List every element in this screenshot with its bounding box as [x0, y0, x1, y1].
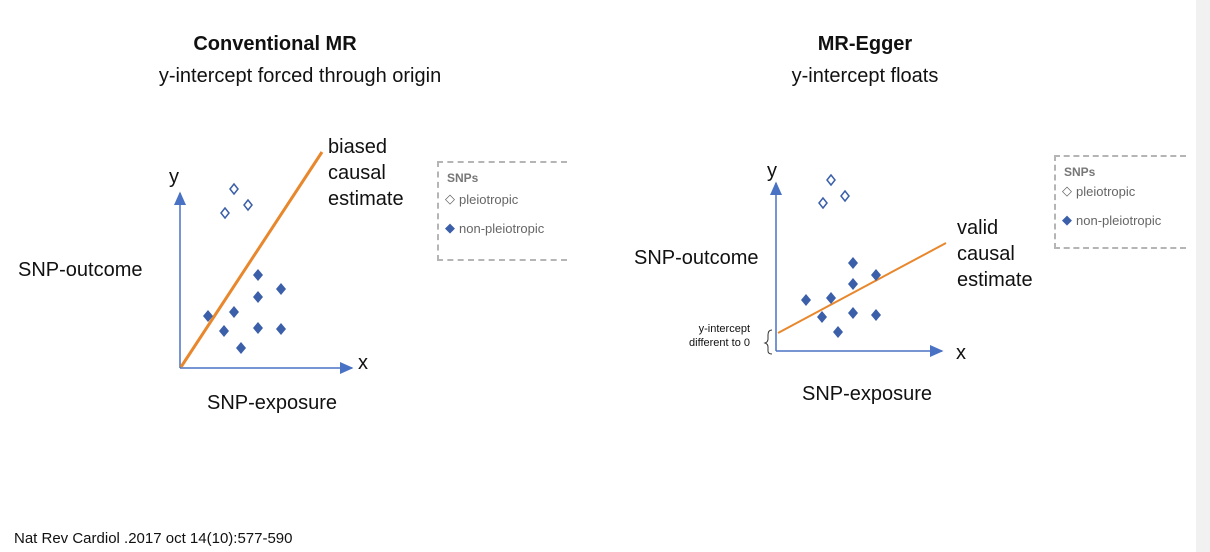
- left-point-filled: [253, 322, 263, 334]
- left-point-filled: [276, 283, 286, 295]
- right-point-filled: [826, 292, 836, 304]
- left-subtitle: y-intercept forced through origin: [158, 65, 442, 87]
- left-point-filled: [276, 323, 286, 335]
- filled-diamond-icon: ◆: [445, 220, 455, 235]
- left-non-pleiotropic-points: [203, 269, 286, 354]
- legend-header: SNPs: [1064, 165, 1096, 179]
- citation: Nat Rev Cardiol .2017 oct 14(10):577-590: [14, 530, 293, 547]
- left-point-filled: [219, 325, 229, 337]
- right-valid-line: [777, 242, 947, 334]
- right-title: MR-Egger: [817, 33, 913, 55]
- left-point-filled: [253, 269, 263, 281]
- right-non-pleiotropic-points: [801, 257, 881, 338]
- right-subtitle: y-intercept floats: [791, 65, 939, 87]
- right-edge-bar: [1196, 0, 1210, 552]
- legend-header: SNPs: [447, 171, 479, 185]
- right-outcome-label: SNP-outcome: [634, 247, 759, 269]
- open-diamond-icon: ◇: [445, 191, 455, 206]
- right-x-label: x: [956, 342, 966, 364]
- left-point-filled: [236, 342, 246, 354]
- left-point-filled: [229, 306, 239, 318]
- right-point-filled: [801, 294, 811, 306]
- left-pleiotropic-points: [220, 182, 253, 220]
- left-title: Conventional MR: [193, 33, 357, 55]
- open-diamond-icon: ◇: [1062, 183, 1072, 198]
- left-point-open: [220, 206, 230, 220]
- filled-diamond-icon: ◆: [1062, 212, 1072, 227]
- right-point-filled: [833, 326, 843, 338]
- right-legend: SNPs ◇ pleiotropic ◆ non-pleiotropic: [1054, 155, 1186, 249]
- right-point-filled: [871, 269, 881, 281]
- legend-item-non-pleiotropic: non-pleiotropic: [1076, 212, 1162, 228]
- right-point-filled: [848, 307, 858, 319]
- legend-item-pleiotropic: pleiotropic: [459, 191, 519, 207]
- left-point-open: [243, 198, 253, 212]
- right-annotation: valid causal estimate: [957, 217, 1033, 291]
- left-x-label: x: [358, 352, 368, 374]
- right-point-open: [818, 196, 828, 210]
- legend-item-non-pleiotropic: non-pleiotropic: [459, 220, 545, 236]
- intercept-note: y-intercept different to 0: [689, 323, 750, 349]
- intercept-brace: [763, 329, 773, 355]
- right-point-filled: [848, 278, 858, 290]
- left-point-filled: [203, 310, 213, 322]
- right-point-open: [840, 189, 850, 203]
- left-y-label: y: [169, 166, 179, 188]
- left-outcome-label: SNP-outcome: [18, 259, 143, 281]
- left-legend: SNPs ◇ pleiotropic ◆ non-pleiotropic: [437, 161, 567, 261]
- right-y-label: y: [767, 160, 777, 182]
- right-point-filled: [817, 311, 827, 323]
- left-biased-line: [179, 151, 324, 368]
- right-point-filled: [871, 309, 881, 321]
- right-exposure-label: SNP-exposure: [802, 383, 933, 405]
- right-point-filled: [848, 257, 858, 269]
- left-point-open: [229, 182, 239, 196]
- right-point-open: [826, 173, 836, 187]
- right-pleiotropic-points: [818, 173, 850, 210]
- left-exposure-label: SNP-exposure: [207, 392, 338, 414]
- left-point-filled: [253, 291, 263, 303]
- legend-item-pleiotropic: pleiotropic: [1076, 183, 1136, 199]
- left-annotation: biased causal estimate: [328, 136, 404, 210]
